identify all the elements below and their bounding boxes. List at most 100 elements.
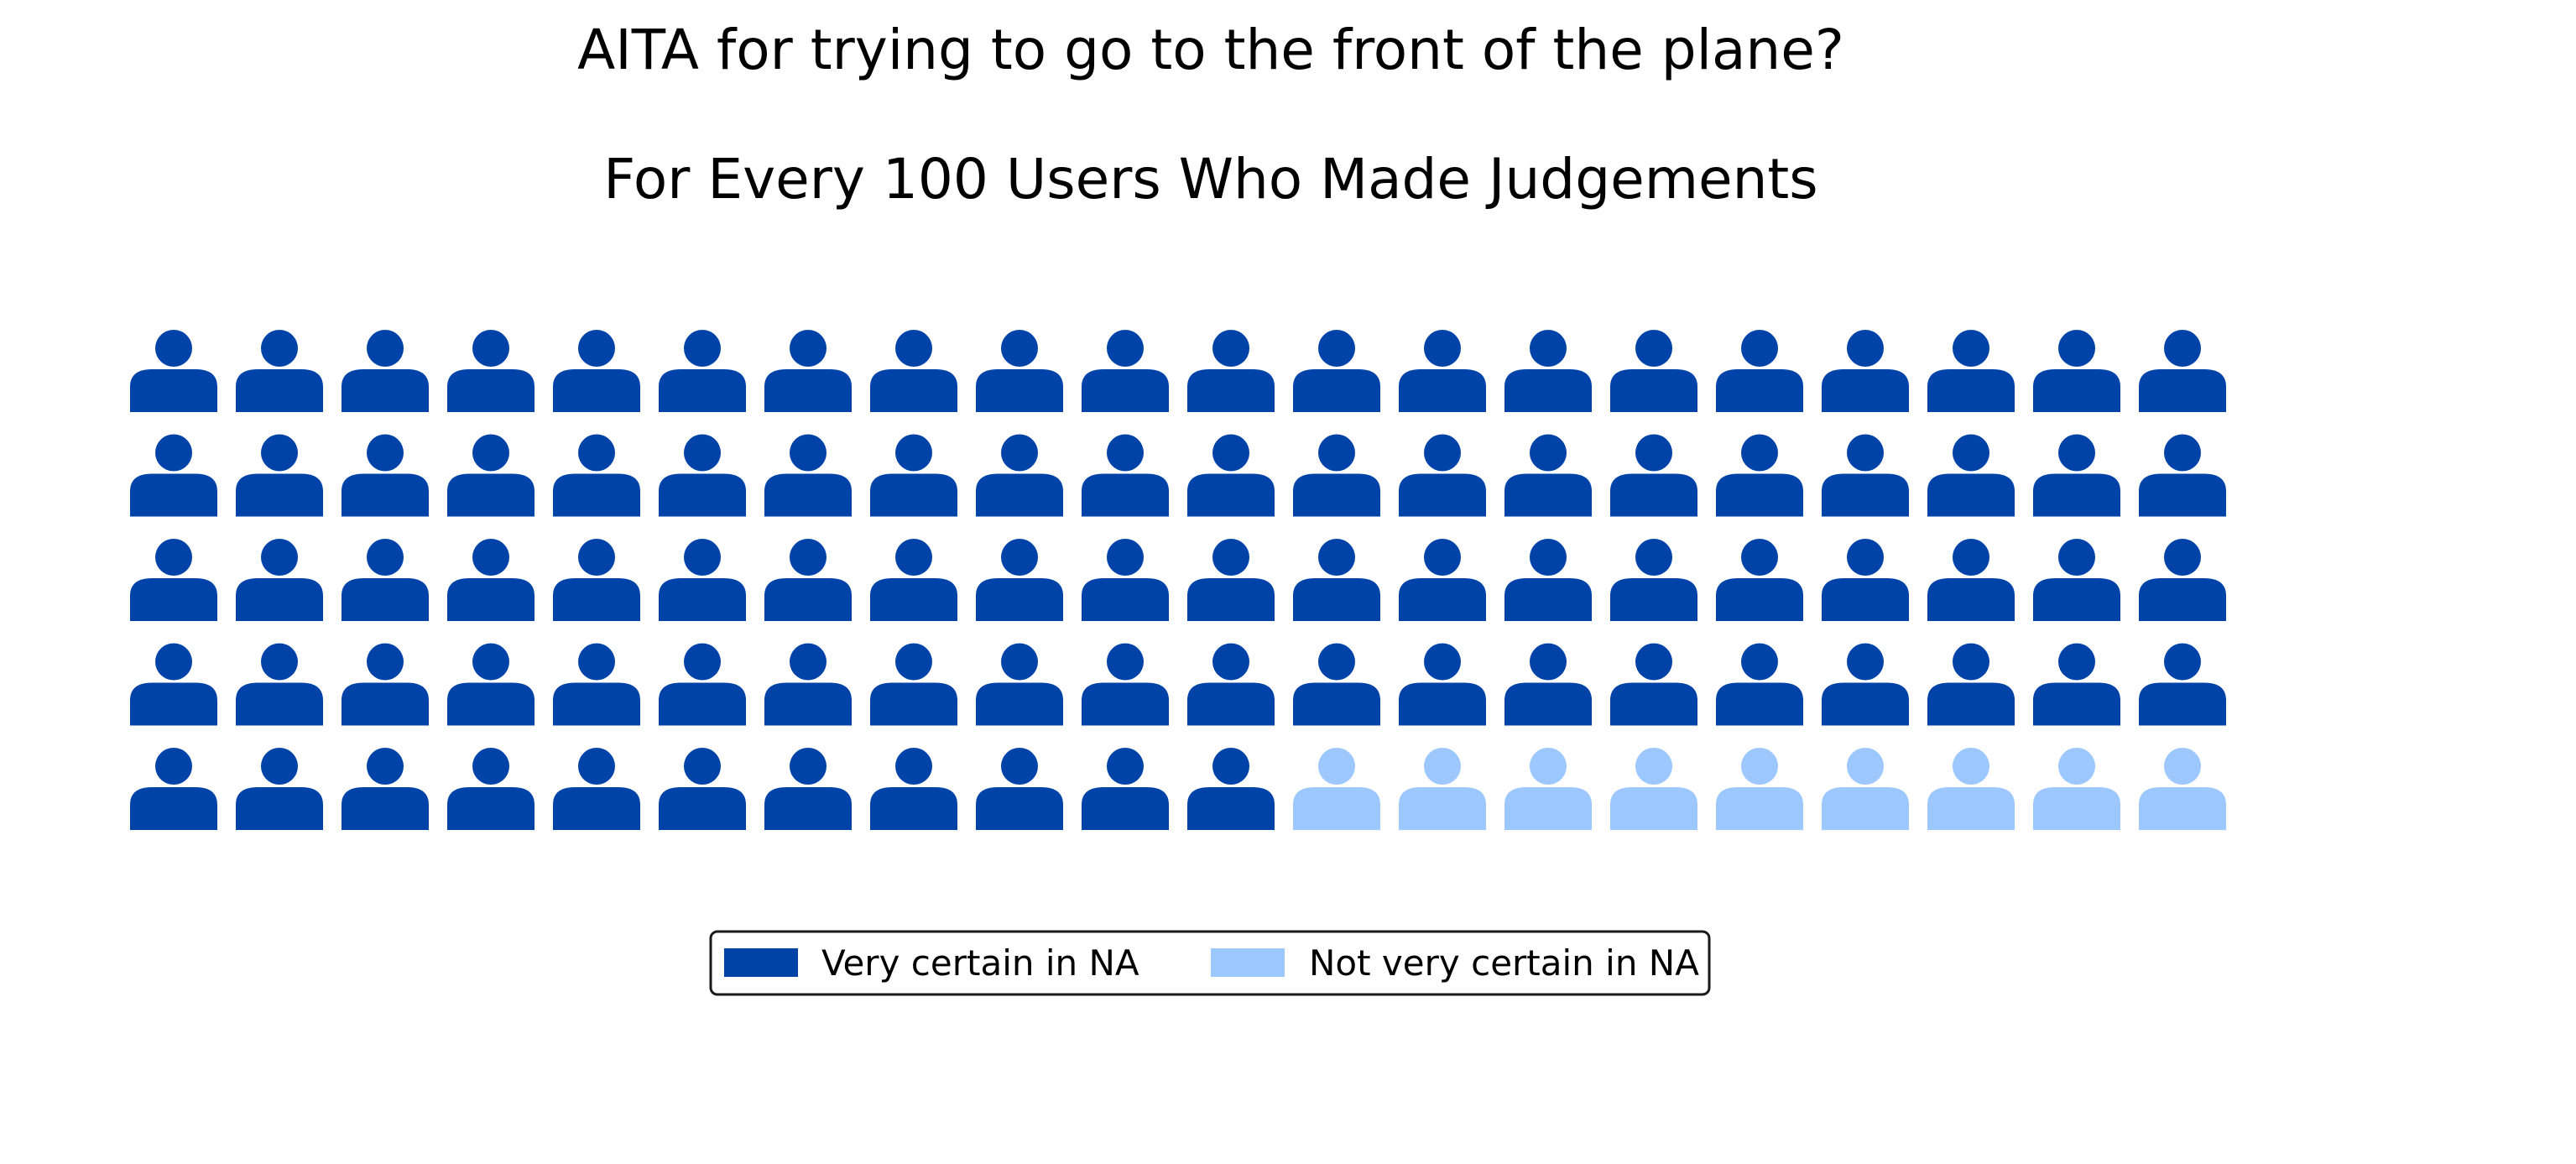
person-icon xyxy=(1716,330,1803,412)
person-icon xyxy=(976,330,1063,412)
person-icon xyxy=(1293,330,1380,412)
person-icon xyxy=(1187,643,1275,726)
person-icon xyxy=(1399,539,1486,621)
person-icon xyxy=(870,539,957,621)
person-icon xyxy=(553,643,640,726)
person-icon xyxy=(1716,539,1803,621)
person-icon xyxy=(2139,434,2226,517)
person-icon xyxy=(764,539,852,621)
person-icon xyxy=(1187,748,1275,830)
person-icon xyxy=(1716,748,1803,830)
person-icon xyxy=(764,748,852,830)
person-icon xyxy=(870,330,957,412)
person-icon xyxy=(1504,643,1592,726)
person-icon xyxy=(1293,539,1380,621)
person-icon xyxy=(1504,434,1592,517)
person-icon xyxy=(236,434,323,517)
person-icon xyxy=(553,330,640,412)
person-icon xyxy=(1822,330,1909,412)
person-icon xyxy=(236,539,323,621)
person-icon xyxy=(236,748,323,830)
person-icon xyxy=(1187,330,1275,412)
person-icon xyxy=(1187,434,1275,517)
person-icon xyxy=(130,330,217,412)
person-icon xyxy=(659,643,746,726)
person-icon xyxy=(1927,748,2015,830)
person-icon xyxy=(870,434,957,517)
person-icon xyxy=(553,539,640,621)
person-icon xyxy=(1610,434,1697,517)
person-icon xyxy=(976,643,1063,726)
person-icon xyxy=(1504,330,1592,412)
chart-subtitle: For Every 100 Users Who Made Judgements xyxy=(603,147,1817,211)
person-icon xyxy=(764,434,852,517)
person-icon xyxy=(1399,748,1486,830)
person-icon xyxy=(2139,539,2226,621)
person-icon xyxy=(976,539,1063,621)
person-icon xyxy=(1610,539,1697,621)
person-icon xyxy=(1610,643,1697,726)
person-icon xyxy=(447,330,534,412)
person-icon xyxy=(1610,330,1697,412)
person-icon xyxy=(1082,748,1169,830)
person-icon xyxy=(2139,330,2226,412)
person-icon xyxy=(1610,748,1697,830)
person-icon xyxy=(447,748,534,830)
person-icon xyxy=(659,330,746,412)
person-icon xyxy=(764,643,852,726)
legend-swatch-not-very-certain xyxy=(1211,948,1285,977)
icon-grid xyxy=(130,330,2226,830)
person-icon xyxy=(2033,748,2120,830)
person-icon xyxy=(764,330,852,412)
person-icon xyxy=(1293,748,1380,830)
person-icon xyxy=(1504,748,1592,830)
person-icon xyxy=(1187,539,1275,621)
person-icon xyxy=(1399,643,1486,726)
person-icon xyxy=(130,748,217,830)
legend-label-very-certain: Very certain in NA xyxy=(821,942,1139,984)
chart-title: AITA for trying to go to the front of th… xyxy=(577,18,1844,82)
person-icon xyxy=(659,748,746,830)
person-icon xyxy=(976,434,1063,517)
person-icon xyxy=(447,539,534,621)
person-icon xyxy=(1399,434,1486,517)
person-icon xyxy=(1293,643,1380,726)
person-icon xyxy=(2033,643,2120,726)
person-icon xyxy=(130,539,217,621)
legend: Very certain in NA Not very certain in N… xyxy=(709,930,1711,996)
person-icon xyxy=(659,539,746,621)
person-icon xyxy=(2139,643,2226,726)
person-icon xyxy=(1399,330,1486,412)
person-icon xyxy=(1822,434,1909,517)
person-icon xyxy=(1082,539,1169,621)
person-icon xyxy=(342,434,429,517)
person-icon xyxy=(1716,643,1803,726)
person-icon xyxy=(870,748,957,830)
person-icon xyxy=(2139,748,2226,830)
person-icon xyxy=(1927,643,2015,726)
person-icon xyxy=(1927,539,2015,621)
person-icon xyxy=(1927,330,2015,412)
person-icon xyxy=(1716,434,1803,517)
person-icon xyxy=(2033,434,2120,517)
person-icon xyxy=(1504,539,1592,621)
person-icon xyxy=(447,643,534,726)
person-icon xyxy=(1293,434,1380,517)
person-icon xyxy=(236,643,323,726)
person-icon xyxy=(870,643,957,726)
legend-swatch-very-certain xyxy=(724,948,798,977)
person-icon xyxy=(553,748,640,830)
person-icon xyxy=(447,434,534,517)
person-icon xyxy=(342,539,429,621)
person-icon xyxy=(659,434,746,517)
person-icon xyxy=(553,434,640,517)
person-icon xyxy=(2033,539,2120,621)
person-icon xyxy=(1927,434,2015,517)
person-icon xyxy=(2033,330,2120,412)
person-icon xyxy=(130,643,217,726)
person-icon xyxy=(1082,434,1169,517)
person-icon xyxy=(236,330,323,412)
person-icon xyxy=(1822,643,1909,726)
person-icon xyxy=(1822,748,1909,830)
